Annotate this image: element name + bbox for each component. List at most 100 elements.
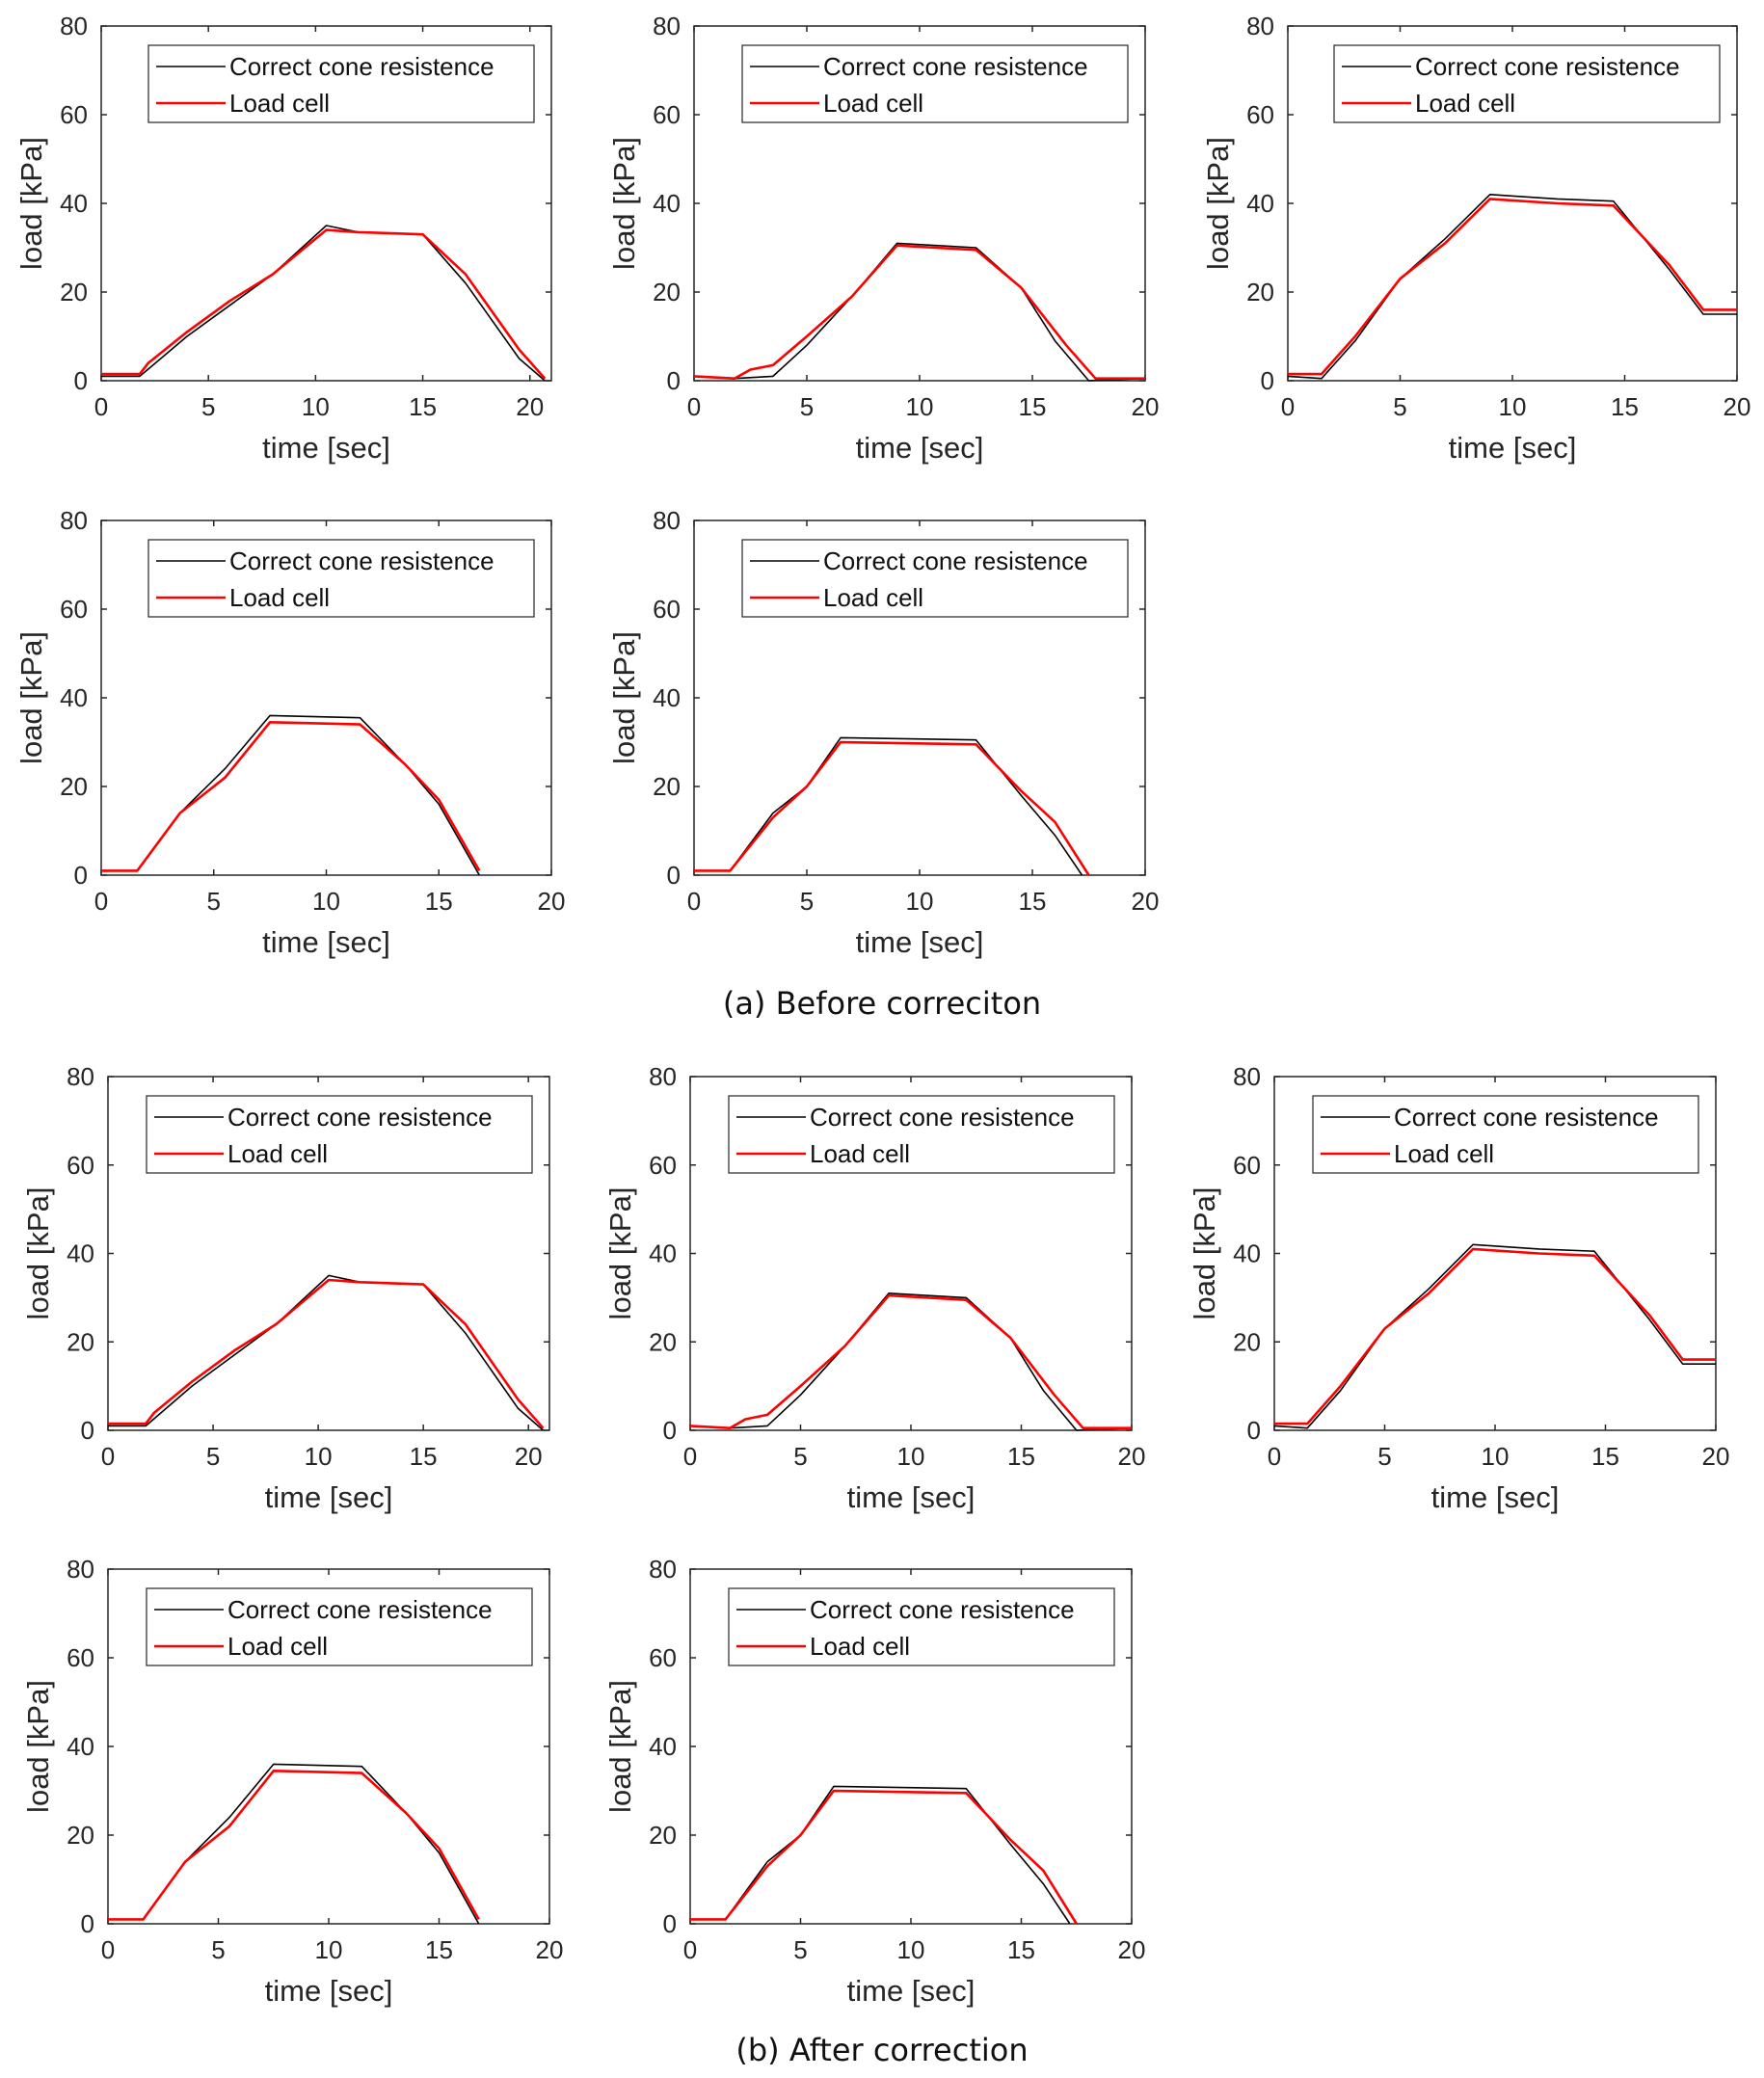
x-tick-label: 20: [1132, 887, 1160, 916]
legend-label: Correct cone resistence: [1415, 52, 1680, 81]
series-line-load-cell: [1288, 198, 1737, 376]
chart-b1: 0 5 10 15 20 0 20 40 60 80 time [sec] load [kPa] Cor…: [21, 1062, 550, 1514]
x-tick-label: 0: [687, 392, 701, 421]
series-line-load-cell: [101, 720, 481, 872]
y-axis-label: load [kPa]: [21, 1187, 55, 1320]
series-line-cone-resistance: [101, 225, 546, 382]
series-line-cone-resistance: [108, 1274, 545, 1431]
x-tick-label: 5: [800, 392, 814, 421]
legend-box: [728, 1095, 1115, 1174]
chart-a1: 0 5 10 15 20 0 20 40 60 80 time [sec] load [kPa] Cor…: [14, 12, 552, 465]
x-tick-label: 0: [101, 1442, 115, 1471]
chart-a5: 0 5 10 15 20 0 20 40 60 80 time [sec] load [kPa] Cor…: [607, 506, 1159, 959]
legend-label: Correct cone resistence: [1394, 1103, 1659, 1132]
y-tick-label: 20: [653, 278, 681, 306]
chart-b5: 0 5 10 15 20 0 20 40 60 80 time [sec] load [kPa] Cor…: [603, 1555, 1145, 2008]
x-tick-label: 20: [1118, 1935, 1146, 1964]
y-tick-label: 40: [653, 189, 681, 218]
chart-b4: 0 5 10 15 20 0 20 40 60 80 time [sec] load [kPa] Cor…: [21, 1555, 563, 2008]
x-tick-label: 20: [1132, 392, 1160, 421]
y-tick-label: 80: [60, 506, 88, 535]
y-tick-label: 80: [1233, 1062, 1261, 1091]
x-axis-label: time [sec]: [265, 1974, 393, 2008]
y-tick-label: 20: [653, 772, 681, 801]
legend-label: Load cell: [227, 1139, 328, 1168]
y-tick-label: 60: [67, 1151, 94, 1180]
y-axis-label: load [kPa]: [1201, 137, 1235, 270]
x-tick-label: 5: [793, 1442, 807, 1471]
legend-label: Correct cone resistence: [810, 1103, 1075, 1132]
y-tick-label: 60: [1233, 1151, 1261, 1180]
y-tick-label: 80: [67, 1062, 94, 1091]
legend-box: [741, 539, 1129, 618]
x-axis-label: time [sec]: [1449, 431, 1577, 465]
series-line-load-cell: [690, 1789, 1078, 1925]
x-axis-label: time [sec]: [262, 431, 390, 465]
x-axis-label: time [sec]: [265, 1480, 393, 1514]
series-line-load-cell: [108, 1770, 480, 1921]
legend-label: Correct cone resistence: [823, 52, 1088, 81]
y-tick-label: 60: [653, 595, 681, 624]
x-tick-label: 5: [201, 392, 215, 421]
x-tick-label: 5: [207, 887, 221, 916]
x-tick-label: 15: [425, 1935, 453, 1964]
chart-b2: 0 5 10 15 20 0 20 40 60 80 time [sec] load [kPa] Cor…: [603, 1062, 1145, 1514]
y-tick-label: 60: [60, 100, 88, 129]
chart-a4: 0 5 10 15 20 0 20 40 60 80 time [sec] load [kPa] Cor…: [14, 506, 565, 959]
y-tick-label: 80: [649, 1555, 677, 1584]
y-tick-label: 0: [81, 1416, 94, 1445]
x-tick-label: 0: [683, 1442, 697, 1471]
legend-label: Load cell: [810, 1139, 910, 1168]
x-tick-label: 15: [409, 392, 437, 421]
y-tick-label: 80: [1246, 12, 1274, 40]
x-tick-label: 20: [1118, 1442, 1146, 1471]
legend-label: Load cell: [810, 1632, 910, 1661]
y-tick-label: 0: [663, 1909, 677, 1938]
y-tick-label: 20: [67, 1821, 94, 1850]
x-tick-label: 20: [538, 887, 566, 916]
x-tick-label: 20: [536, 1935, 564, 1964]
y-tick-label: 0: [74, 366, 88, 395]
y-tick-label: 40: [60, 683, 88, 712]
y-axis-label: load [kPa]: [14, 631, 48, 764]
x-tick-label: 0: [687, 887, 701, 916]
y-tick-label: 40: [67, 1239, 94, 1268]
x-tick-label: 15: [1611, 392, 1639, 421]
y-tick-label: 60: [60, 595, 88, 624]
series-line-load-cell: [694, 740, 1090, 876]
y-tick-label: 60: [653, 100, 681, 129]
y-tick-label: 40: [67, 1732, 94, 1761]
legend-label: Load cell: [227, 1632, 328, 1661]
legend-label: Correct cone resistence: [229, 546, 494, 575]
x-tick-label: 20: [516, 392, 544, 421]
x-tick-label: 10: [906, 392, 934, 421]
legend-label: Load cell: [1394, 1139, 1494, 1168]
x-tick-label: 10: [897, 1442, 925, 1471]
y-tick-label: 0: [1261, 366, 1274, 395]
legend-box: [147, 539, 535, 618]
x-tick-label: 0: [94, 887, 108, 916]
chart-a2: 0 5 10 15 20 0 20 40 60 80 time [sec] load [kPa] Cor…: [607, 12, 1159, 465]
x-tick-label: 5: [211, 1935, 225, 1964]
y-tick-label: 40: [1233, 1239, 1261, 1268]
y-tick-label: 40: [653, 683, 681, 712]
y-axis-label: load [kPa]: [607, 631, 641, 764]
x-tick-label: 15: [410, 1442, 438, 1471]
series-line-cone-resistance: [1287, 194, 1737, 380]
chart-a3: 0 5 10 15 20 0 20 40 60 80 time [sec] load [kPa] Cor…: [1201, 12, 1751, 465]
y-axis-label: load [kPa]: [21, 1680, 55, 1813]
legend-label: Load cell: [1415, 89, 1515, 118]
y-axis-label: load [kPa]: [603, 1187, 637, 1320]
y-tick-label: 60: [1246, 100, 1274, 129]
y-tick-label: 80: [67, 1555, 94, 1584]
x-axis-label: time [sec]: [1431, 1480, 1560, 1514]
y-tick-label: 0: [1247, 1416, 1261, 1445]
x-tick-label: 0: [1281, 392, 1295, 421]
x-axis-label: time [sec]: [847, 1974, 976, 2008]
y-tick-label: 0: [667, 366, 681, 395]
legend-label: Load cell: [823, 89, 923, 118]
y-tick-label: 80: [653, 506, 681, 535]
y-tick-label: 80: [653, 12, 681, 40]
x-tick-label: 20: [1702, 1442, 1730, 1471]
legend-box: [1333, 44, 1721, 123]
